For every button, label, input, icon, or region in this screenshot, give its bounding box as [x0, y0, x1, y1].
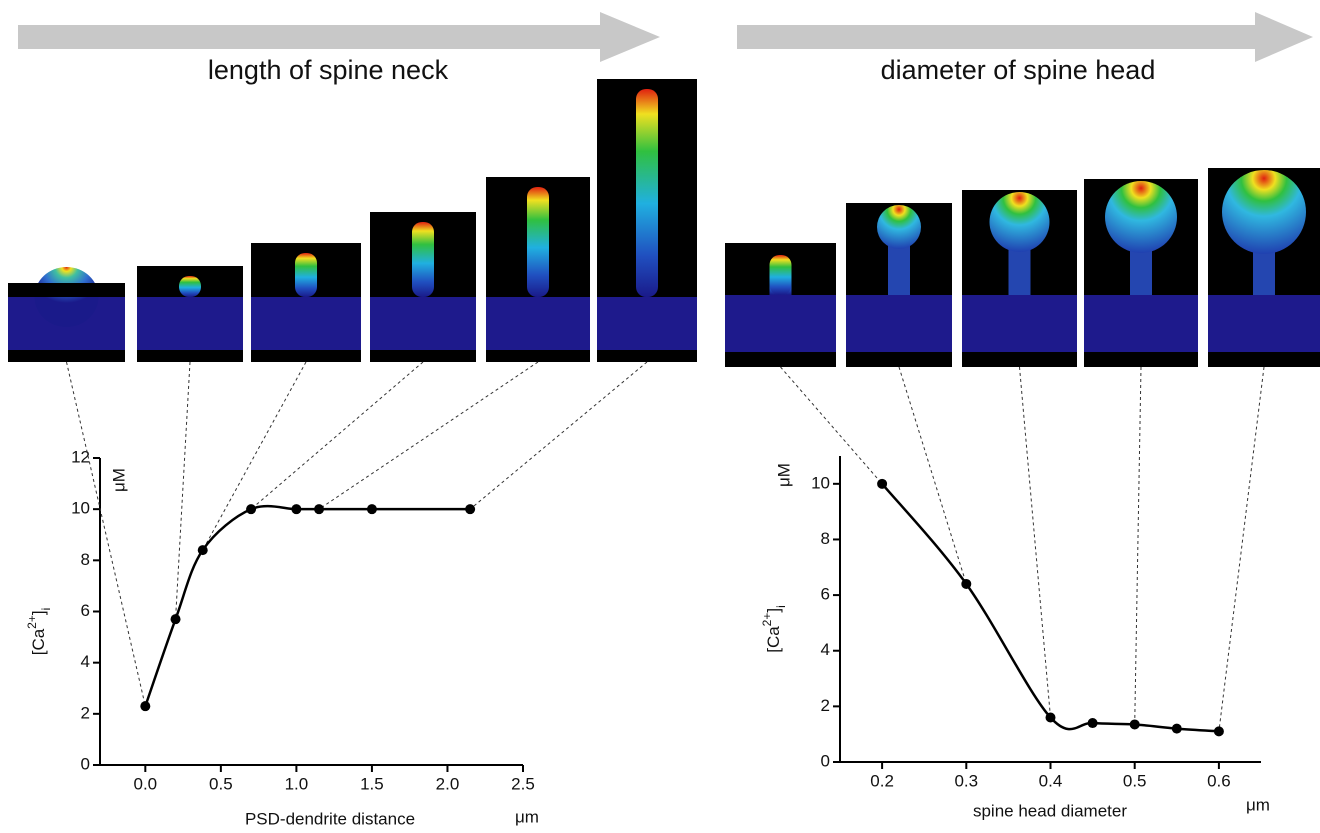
data-point — [197, 545, 208, 556]
dendrite — [1084, 295, 1198, 352]
data-point — [1213, 726, 1224, 737]
data-point — [366, 504, 377, 515]
y-label-part: ] — [764, 608, 783, 613]
dendrite — [962, 295, 1077, 352]
data-point — [961, 578, 972, 589]
data-point — [1045, 712, 1056, 723]
data-point — [246, 504, 257, 515]
connector — [250, 361, 424, 510]
neck — [179, 276, 201, 297]
connector — [469, 361, 648, 510]
dendrite — [486, 297, 590, 350]
neck — [295, 253, 317, 297]
y-tick-label: 10 — [71, 499, 90, 518]
head — [1105, 181, 1177, 253]
y-unit: μM — [774, 463, 793, 487]
data-point — [314, 504, 325, 515]
neck — [412, 222, 434, 297]
x-tick-label: 0.3 — [954, 771, 978, 790]
connector — [780, 366, 883, 485]
connector — [1134, 366, 1142, 725]
x-tick-label: 1.5 — [360, 774, 384, 793]
y-tick-label: 4 — [81, 652, 90, 671]
head — [877, 205, 921, 249]
connector — [1218, 366, 1265, 732]
x-tick-label: 0.5 — [1123, 771, 1147, 790]
dendrite — [725, 295, 836, 352]
dendrite — [846, 295, 952, 352]
x-tick-label: 0.2 — [870, 771, 894, 790]
plots: 0 2 4 6 8 10 12 0.0 0.5 1.0 1.5 2.0 2.5 PSD-dendrite … — [25, 361, 1270, 828]
y-tick-label: 8 — [81, 550, 90, 569]
neck — [527, 187, 549, 297]
connector — [202, 361, 307, 551]
x-tick-label: 0.4 — [1039, 771, 1063, 790]
y-tick-label: 10 — [811, 473, 830, 492]
y-label-part: ] — [29, 610, 48, 615]
y-tick-label: 2 — [821, 696, 830, 715]
axes — [99, 458, 523, 766]
y-label-part: 2+ — [25, 615, 39, 629]
data-point — [140, 701, 151, 712]
y-label-part: i — [39, 608, 53, 611]
x-tick-label: 1.0 — [285, 774, 309, 793]
connector — [175, 361, 191, 620]
y-tick-label: 4 — [821, 640, 830, 659]
dendrite — [597, 297, 697, 350]
neck — [636, 89, 658, 297]
arrow — [18, 12, 660, 62]
data-line — [144, 504, 471, 707]
x-tick-label: 2.0 — [436, 774, 460, 793]
dendrite — [137, 297, 243, 350]
connector — [66, 361, 146, 707]
data-line — [881, 483, 1219, 733]
y-unit: μM — [109, 468, 128, 492]
spine-images — [8, 79, 1320, 367]
cover — [8, 283, 125, 297]
y-tick-label: 0 — [81, 754, 90, 773]
y-label-part: [Ca — [764, 626, 783, 653]
head — [1222, 170, 1306, 254]
data-point — [170, 614, 181, 625]
connector — [898, 366, 967, 585]
dendrite — [251, 297, 361, 350]
data-point — [877, 478, 888, 489]
y-tick-label: 8 — [821, 529, 830, 548]
connector — [1019, 366, 1051, 718]
connector — [318, 361, 539, 510]
y-tick-label: 6 — [81, 601, 90, 620]
y-axis-label: [Ca2+]i — [760, 605, 788, 653]
dendrite — [370, 297, 476, 350]
dendrite — [1208, 295, 1320, 352]
head — [989, 192, 1050, 252]
panel-title: length of spine neck — [208, 55, 449, 85]
x-tick-label: 0.0 — [134, 774, 158, 793]
y-axis-label: [Ca2+]i — [25, 608, 53, 656]
y-label-part: [Ca — [29, 628, 48, 655]
x-axis-label: PSD-dendrite distance — [245, 809, 415, 828]
data-point — [291, 504, 302, 515]
y-tick-label: 0 — [821, 751, 830, 770]
y-tick-label: 6 — [821, 585, 830, 604]
panel-title: diameter of spine head — [881, 55, 1156, 85]
x-tick-label: 2.5 — [511, 774, 535, 793]
data-point — [1087, 718, 1098, 729]
y-label-part: 2+ — [760, 613, 774, 627]
x-tick-label: 0.5 — [209, 774, 233, 793]
x-unit: μm — [1246, 795, 1270, 814]
y-label-part: i — [774, 605, 788, 608]
arrow — [737, 12, 1313, 62]
neck — [769, 255, 792, 295]
x-tick-label: 0.6 — [1207, 771, 1231, 790]
data-point — [1129, 719, 1140, 730]
x-unit: μm — [515, 807, 539, 826]
data-point — [1171, 723, 1182, 734]
x-axis-label: spine head diameter — [973, 801, 1127, 820]
data-point — [465, 504, 476, 515]
y-tick-label: 12 — [71, 447, 90, 466]
y-tick-label: 2 — [81, 703, 90, 722]
